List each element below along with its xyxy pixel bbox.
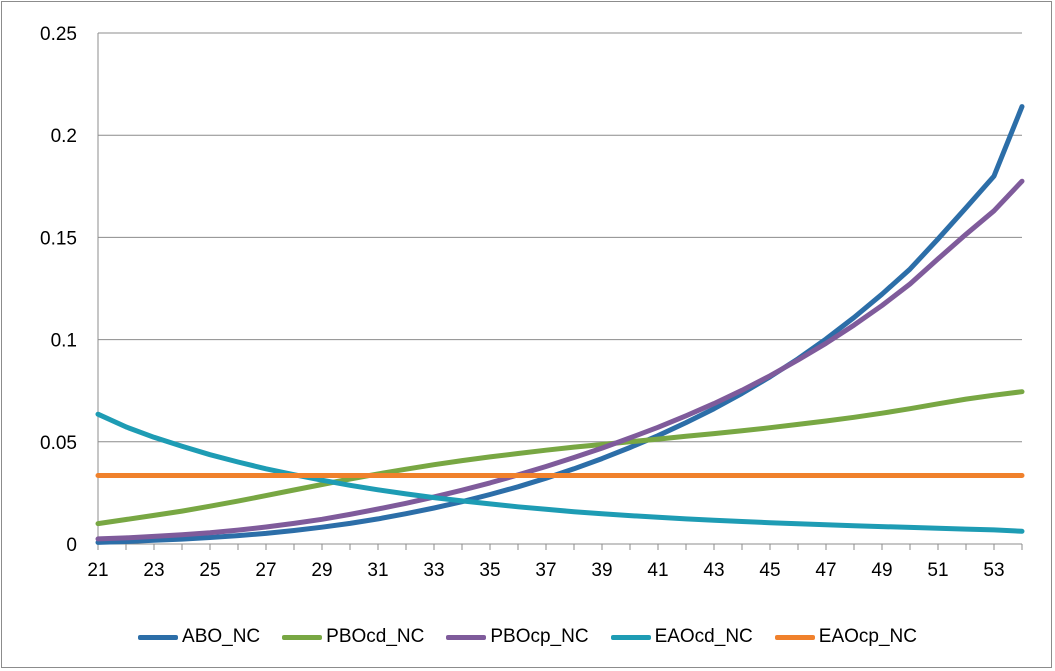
x-axis-tick-labels: 21 23 25 27 29 31 33 35 37 39 41 43 45 47 49 51 53 [87, 560, 1004, 581]
legend-item: PBOcd_NC [282, 626, 424, 648]
x-tick-label: 43 [703, 560, 724, 581]
legend-label: PBOcp_NC [490, 626, 589, 647]
x-tick-label: 27 [255, 560, 276, 581]
series-line-eaocd-nc [95, 411, 1025, 534]
y-axis-tick-labels: 0 0.05 0.1 0.15 0.2 0.25 [40, 24, 77, 556]
legend: ABO_NC PBOcd_NC PBOcp_NC EAOcd_NC EAOcp_NC [2, 622, 1053, 652]
line-chart: 0 0.05 0.1 0.15 0.2 0.25 21 23 25 27 29 31 33 35 37 39… [40, 24, 1025, 581]
gridlines [97, 32, 1023, 550]
x-tick-label: 45 [759, 560, 780, 581]
y-tick-label: 0.25 [40, 24, 77, 45]
y-tick-label: 0 [66, 535, 77, 556]
legend-swatch [610, 634, 651, 640]
x-tick-label: 29 [311, 560, 332, 581]
x-tick-label: 41 [647, 560, 668, 581]
legend-label: EAOcd_NC [654, 626, 753, 647]
legend-item: ABO_NC [138, 626, 260, 648]
legend-swatch [138, 634, 179, 640]
x-tick-label: 49 [871, 560, 892, 581]
legend-item: PBOcp_NC [446, 626, 589, 648]
legend-label: EAOcp_NC [818, 626, 917, 647]
x-tick-label: 47 [815, 560, 836, 581]
x-tick-label: 25 [199, 560, 220, 581]
x-tick-label: 21 [87, 560, 108, 581]
series-lines [95, 104, 1025, 545]
y-tick-label: 0.1 [51, 331, 77, 352]
x-tick-label: 39 [591, 560, 612, 581]
legend-item: EAOcd_NC [610, 626, 753, 648]
series-line-pbocp-nc [95, 178, 1025, 542]
series-line-pbocd-nc [95, 389, 1025, 527]
y-tick-label: 0.15 [40, 228, 77, 249]
legend-label: ABO_NC [182, 626, 261, 647]
x-tick-label: 35 [479, 560, 500, 581]
y-tick-label: 0.2 [51, 126, 77, 147]
legend-swatch [446, 634, 487, 640]
legend-label: PBOcd_NC [326, 626, 425, 647]
legend-swatch [282, 634, 323, 640]
y-tick-label: 0.05 [40, 433, 77, 454]
x-tick-label: 37 [535, 560, 556, 581]
legend-swatch [774, 634, 815, 640]
legend-item: EAOcp_NC [774, 626, 917, 648]
x-tick-label: 23 [143, 560, 164, 581]
x-tick-label: 33 [423, 560, 444, 581]
x-tick-label: 53 [983, 560, 1004, 581]
x-tick-label: 51 [927, 560, 948, 581]
x-tick-label: 31 [367, 560, 388, 581]
